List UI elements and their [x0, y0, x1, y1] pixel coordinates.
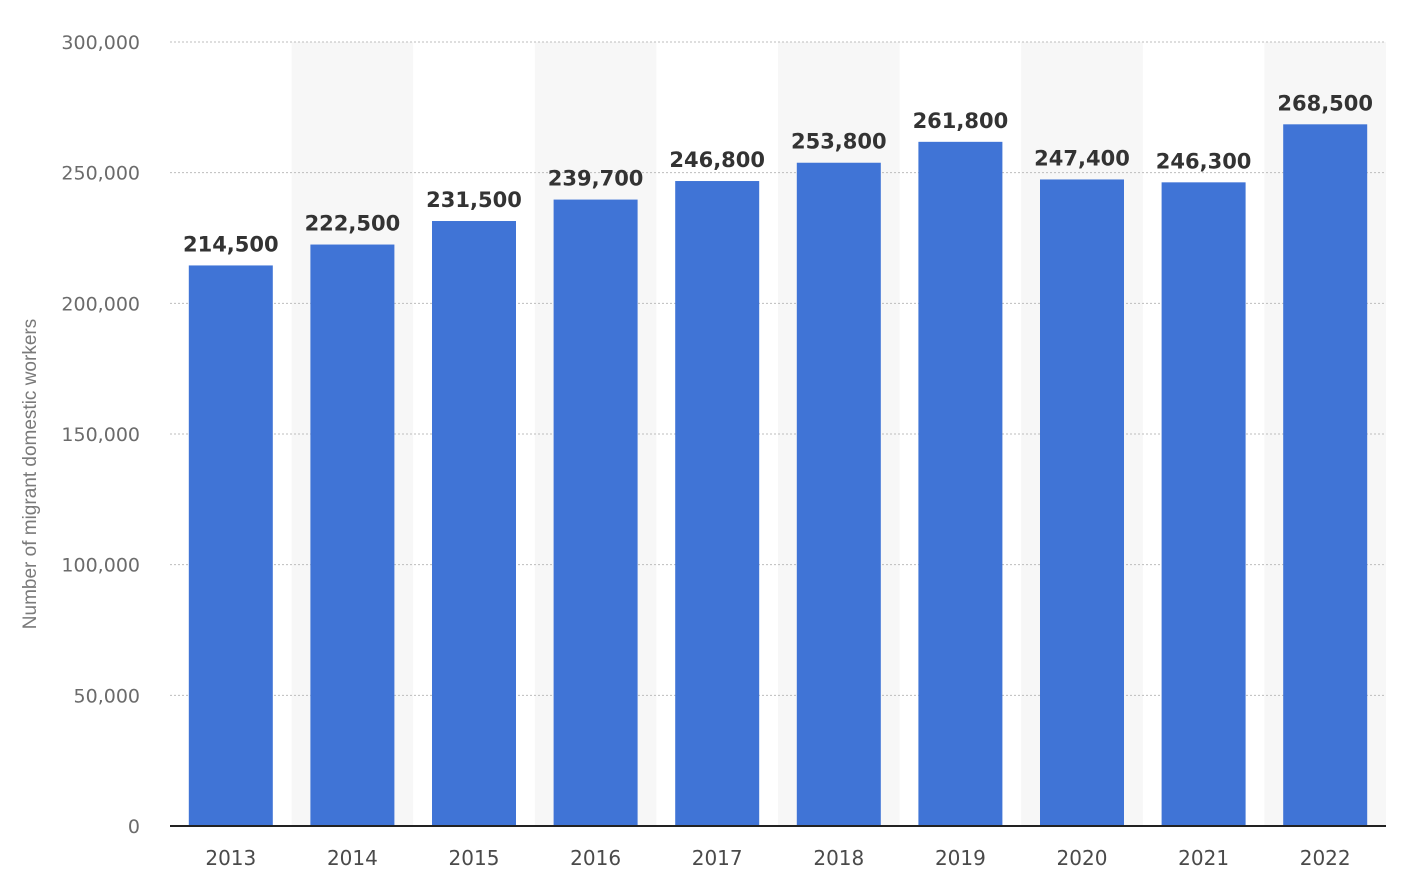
- bar-2014[interactable]: [310, 244, 395, 827]
- x-tick-label: 2018: [813, 846, 864, 870]
- y-axis-ticks: 0 50,000 100,000 150,000 200,000 250,000 300,0…: [61, 32, 140, 838]
- x-tick-label: 2015: [449, 846, 500, 870]
- bar-2019[interactable]: [918, 141, 1003, 826]
- y-tick-label: 100,000: [61, 555, 140, 577]
- x-axis-ticks: 2013 2014 2015 2016 2017 2018 2019 2020 2021 2022: [205, 846, 1350, 870]
- y-tick-label: 250,000: [61, 163, 140, 185]
- data-label-2019: 261,800: [913, 109, 1009, 133]
- x-tick-label: 2019: [935, 846, 986, 870]
- bar-2021[interactable]: [1161, 182, 1246, 826]
- data-label-2020: 247,400: [1034, 146, 1130, 170]
- x-tick-label: 2017: [692, 846, 743, 870]
- data-label-2013: 214,500: [183, 232, 279, 256]
- y-tick-label: 50,000: [74, 685, 140, 707]
- bar-2020[interactable]: [1040, 179, 1124, 827]
- data-label-2014: 222,500: [305, 212, 401, 236]
- bar-2013[interactable]: [188, 265, 273, 826]
- bar-2016[interactable]: [553, 199, 638, 827]
- x-tick-label: 2014: [327, 846, 378, 870]
- y-axis-title: Number of migrant domestic workers: [20, 319, 41, 629]
- data-label-2018: 253,800: [791, 130, 887, 154]
- data-labels: 214,500 222,500 231,500 239,700 246,800 253,8…: [183, 91, 1373, 256]
- bar-2018[interactable]: [796, 162, 881, 827]
- y-tick-label: 200,000: [61, 293, 140, 315]
- y-tick-label: 300,000: [61, 32, 140, 54]
- data-label-2022: 268,500: [1277, 91, 1373, 115]
- y-tick-label: 150,000: [61, 424, 140, 446]
- x-tick-label: 2022: [1300, 846, 1351, 870]
- data-label-2016: 239,700: [548, 167, 644, 191]
- bar-2022[interactable]: [1283, 124, 1368, 826]
- bar-2015[interactable]: [432, 221, 516, 827]
- data-label-2021: 246,300: [1156, 149, 1252, 173]
- data-label-2017: 246,800: [669, 148, 765, 172]
- x-tick-label: 2020: [1057, 846, 1108, 870]
- x-tick-label: 2016: [570, 846, 621, 870]
- bar-2017[interactable]: [675, 181, 760, 827]
- x-tick-label: 2013: [205, 846, 256, 870]
- data-label-2015: 231,500: [426, 188, 522, 212]
- y-tick-label: 0: [128, 816, 140, 838]
- bars: [188, 124, 1368, 827]
- x-tick-label: 2021: [1178, 846, 1229, 870]
